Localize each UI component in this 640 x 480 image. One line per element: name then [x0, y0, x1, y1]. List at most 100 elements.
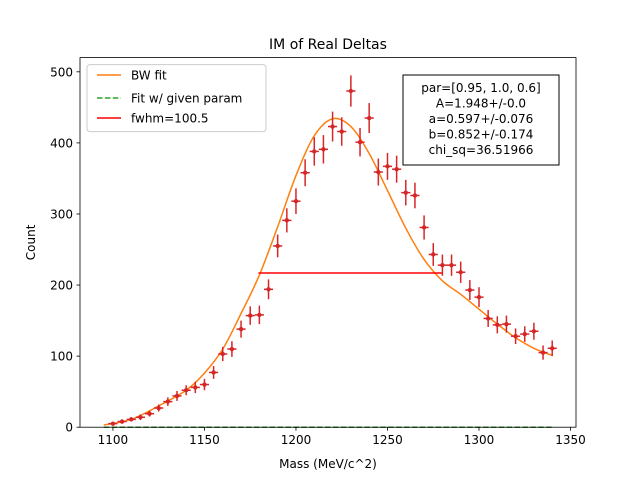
data-point-marker — [302, 170, 308, 175]
plot-frame — [79, 57, 577, 428]
data-point — [117, 419, 127, 424]
data-point-marker — [321, 147, 326, 152]
data-point-marker — [513, 334, 518, 339]
data-point — [309, 137, 319, 166]
data-point — [199, 378, 210, 391]
legend-frame — [86, 64, 267, 133]
data-point-marker — [275, 243, 280, 249]
fit-parameters-box: par=[0.95, 1.0, 0.6] A=1.948+/-0.0 a=0.5… — [402, 74, 560, 166]
data-point — [126, 417, 136, 422]
legend-item-given-param: Fit w/ given param — [97, 92, 242, 106]
data-point — [227, 341, 237, 357]
legend-label-given-param: Fit w/ given param — [131, 92, 242, 106]
data-point — [346, 75, 356, 107]
data-point-marker — [174, 393, 180, 399]
data-point — [520, 326, 530, 342]
data-point-marker — [165, 399, 171, 404]
fit-param-line: b=0.852+/-0.174 — [429, 128, 534, 142]
data-point-marker — [476, 294, 482, 300]
data-point-marker — [248, 313, 253, 318]
fit-parameters-frame — [402, 74, 560, 166]
x-tick-label: 1350 — [555, 433, 586, 447]
data-point-marker — [193, 385, 198, 390]
data-point — [172, 390, 182, 401]
data-point — [364, 103, 374, 133]
data-point — [538, 345, 548, 360]
data-point-marker — [238, 326, 244, 332]
legend: BW fit Fit w/ given param fwhm=100.5 — [86, 64, 267, 133]
data-point-marker — [312, 149, 317, 154]
data-point-marker — [540, 350, 546, 355]
legend-label-bw-fit: BW fit — [131, 69, 167, 83]
data-point — [401, 179, 411, 206]
x-tick-label: 1100 — [98, 433, 129, 447]
data-point-marker — [522, 331, 527, 337]
data-point-marker — [156, 405, 161, 411]
y-axis-label: Count — [24, 224, 38, 260]
data-point — [135, 414, 145, 421]
data-point — [181, 385, 191, 396]
data-point-marker — [440, 262, 445, 268]
data-point-marker — [458, 270, 463, 275]
data-point — [428, 243, 438, 266]
data-point-marker — [421, 225, 427, 230]
data-point — [318, 135, 328, 164]
data-point-marker — [376, 169, 381, 175]
data-point-marker — [412, 193, 418, 198]
data-point — [263, 279, 274, 300]
data-point-marker — [129, 417, 134, 422]
data-point — [529, 322, 539, 340]
data-point — [355, 127, 365, 157]
x-tick-label: 1250 — [372, 433, 403, 447]
data-point — [291, 188, 301, 214]
data-point — [419, 215, 429, 240]
x-tick-label: 1150 — [189, 433, 220, 447]
data-point — [328, 111, 338, 142]
x-axis-label: Mass (MeV/c^2) — [279, 457, 377, 471]
data-point-marker — [211, 370, 216, 375]
data-point-marker — [403, 190, 408, 195]
y-tick-label: 100 — [50, 350, 73, 364]
data-point — [218, 346, 228, 362]
data-point — [492, 316, 502, 334]
x-tick-label: 1300 — [464, 433, 495, 447]
y-tick-label: 0 — [65, 421, 73, 435]
data-point — [273, 234, 283, 258]
data-point-marker — [366, 115, 372, 121]
y-tick-label: 500 — [50, 65, 73, 79]
data-point-marker — [357, 139, 363, 145]
data-point — [474, 287, 484, 308]
data-point-marker — [467, 287, 473, 293]
data-point — [465, 280, 475, 300]
data-point — [547, 340, 557, 357]
data-point-marker — [394, 166, 399, 172]
data-point — [245, 306, 255, 325]
fit-param-line: par=[0.95, 1.0, 0.6] — [421, 81, 540, 95]
data-point-marker — [348, 88, 354, 94]
data-point-marker — [339, 129, 344, 134]
fit-param-line: chi_sq=36.51966 — [429, 143, 534, 157]
data-point-marker — [266, 287, 271, 292]
data-point — [410, 182, 420, 209]
data-point — [300, 159, 310, 187]
data-point-marker — [229, 346, 235, 352]
data-point — [144, 410, 155, 417]
data-point-marker — [110, 421, 116, 426]
data-point-marker — [449, 262, 454, 268]
data-point — [501, 315, 512, 333]
data-point — [163, 397, 173, 406]
data-point — [236, 320, 246, 338]
y-axis-ticks: 0 100 200 300 400 500 — [50, 65, 80, 435]
data-point — [483, 309, 493, 327]
data-point-marker — [431, 252, 436, 257]
y-tick-label: 400 — [50, 136, 73, 150]
data-point-marker — [330, 124, 335, 129]
data-point-marker — [550, 346, 555, 351]
data-point — [190, 381, 200, 394]
data-point-marker — [183, 388, 189, 393]
data-point-marker — [284, 218, 290, 223]
data-point — [108, 421, 118, 426]
data-point — [511, 328, 521, 345]
data-point-marker — [385, 164, 390, 169]
